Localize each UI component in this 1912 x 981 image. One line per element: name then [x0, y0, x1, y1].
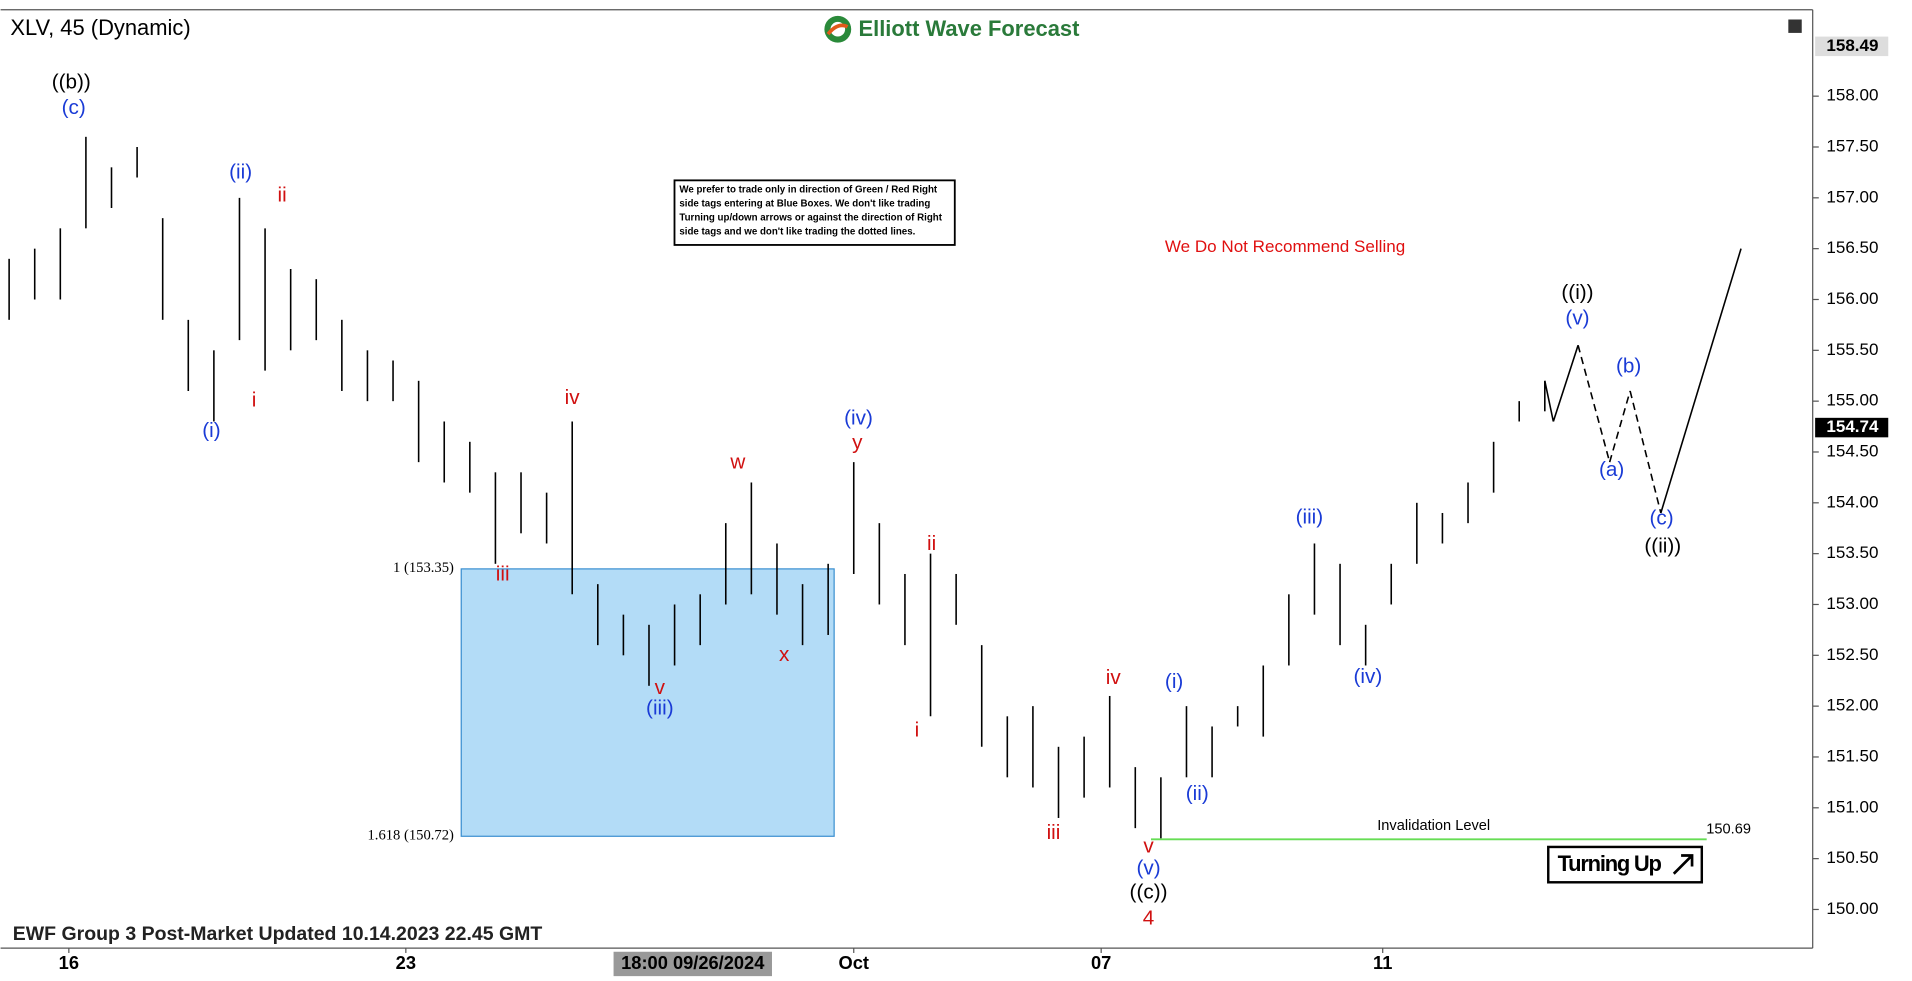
- wave-label: ii: [927, 532, 936, 555]
- note-line: side tags and we don't like trading the …: [679, 227, 915, 238]
- invalidation-value: 150.69: [1706, 821, 1751, 837]
- y-tick-label: 155.50: [1826, 340, 1878, 359]
- wave-label: ((b)): [52, 70, 91, 93]
- x-tick-label: 11: [1373, 952, 1392, 973]
- x-tick-label: 23: [396, 952, 416, 973]
- wave-label: (i): [1165, 670, 1183, 693]
- wave-label: (v): [1136, 856, 1160, 879]
- x-tick-label: Oct: [839, 952, 869, 973]
- footer: EWF Group 3 Post-Market Updated 10.14.20…: [13, 923, 543, 945]
- signal: Turning Up: [1558, 851, 1662, 876]
- wave-label: iv: [565, 386, 581, 409]
- plot: 1 (153.35) 1.618 (150.72) Invalidation Lev…: [8, 36, 1889, 973]
- wave-label: (c): [1650, 507, 1674, 530]
- signal-arrow: [1672, 854, 1694, 875]
- wave-label: i: [915, 719, 920, 742]
- logo-swoosh: [826, 23, 849, 36]
- invalidation-label: Invalidation Level: [1377, 818, 1490, 834]
- wave-label: i: [252, 388, 257, 411]
- wave-label: ii: [277, 184, 286, 207]
- wave-label: y: [852, 431, 863, 454]
- y-tick-label: 156.50: [1826, 238, 1878, 257]
- y-tick-label: 151.00: [1826, 797, 1878, 816]
- wave-label: (ii): [229, 161, 252, 184]
- projection-segment: [1544, 380, 1555, 422]
- projection-segment: [1577, 345, 1611, 463]
- y-tick-label: 153.00: [1826, 594, 1878, 613]
- y-tick-label: 157.00: [1826, 187, 1878, 206]
- wave-label: (a): [1599, 458, 1624, 481]
- wave-label: x: [779, 643, 790, 666]
- x-tick-label: 16: [59, 952, 79, 973]
- wave-label: (i): [202, 419, 220, 442]
- y-tick-label: 156.00: [1826, 289, 1878, 308]
- note-line: Turning up/down arrows or against the di…: [679, 213, 942, 224]
- wave-label: iv: [1106, 666, 1122, 689]
- wave-label: w: [729, 451, 745, 474]
- wave-label: iii: [1047, 821, 1061, 844]
- wave-label: v: [1143, 834, 1154, 857]
- wave-label: (c): [62, 96, 86, 119]
- wave-label: (iv): [844, 407, 873, 430]
- box-top-label: 1 (153.35): [393, 560, 454, 576]
- last_price-tag: [1815, 417, 1889, 438]
- wave-label: ((ii)): [1644, 535, 1681, 558]
- box-bottom-label: 1.618 (150.72): [367, 828, 454, 844]
- y-tick-label: 152.00: [1826, 696, 1878, 715]
- wave-label: ((c)): [1130, 881, 1168, 904]
- signal-box: [1547, 845, 1704, 884]
- y-tick-label: 154.00: [1826, 492, 1878, 511]
- note-box: [673, 179, 956, 246]
- chart-title: XLV, 45 (Dynamic): [10, 15, 190, 40]
- wave-label: (iii): [1296, 505, 1324, 528]
- y-tick-label: 152.50: [1826, 645, 1878, 664]
- projection-segment: [1608, 390, 1631, 463]
- crosshair-label: 18:00 09/26/2024: [621, 952, 765, 973]
- wave-label: (iii): [646, 697, 674, 720]
- y-tick-label: 157.50: [1826, 136, 1878, 155]
- y-tick-label: 151.50: [1826, 746, 1878, 765]
- y-tick-label: 153.50: [1826, 543, 1878, 562]
- y-tick-label: 158.00: [1826, 86, 1878, 105]
- note-line: We prefer to trade only in direction of …: [679, 185, 938, 196]
- projection-segment: [1629, 390, 1662, 514]
- top_price-label: 158.49: [1826, 36, 1878, 55]
- wave-label: 4: [1143, 906, 1155, 929]
- y-tick-label: 150.00: [1826, 899, 1878, 918]
- brand: Elliott Wave Forecast: [859, 16, 1081, 41]
- wave-label: v: [655, 676, 666, 699]
- note-text: We prefer to trade only in direction of …: [679, 185, 942, 238]
- crosshair-box: [613, 951, 772, 977]
- wave-label: (ii): [1186, 782, 1209, 805]
- wave-label: (v): [1565, 307, 1589, 330]
- blue-box: [460, 568, 835, 837]
- top_price-tag: [1815, 36, 1889, 57]
- wave-label: iii: [496, 563, 510, 586]
- annotation: We Do Not Recommend Selling: [1165, 237, 1405, 256]
- x-tick-label: 07: [1091, 952, 1111, 973]
- wave-label: (iv): [1354, 665, 1383, 688]
- note-line: side tags entering at Blue Boxes. We don…: [679, 199, 930, 210]
- window-icon: [1788, 19, 1802, 33]
- y-tick-label: 150.50: [1826, 848, 1878, 867]
- wave-label: (b): [1616, 354, 1641, 377]
- last_price-label: 154.74: [1826, 417, 1879, 436]
- y-tick-label: 154.50: [1826, 441, 1878, 460]
- wave-label: ((i)): [1561, 281, 1593, 304]
- projection-segment: [1552, 344, 1579, 422]
- y-tick-label: 155.00: [1826, 391, 1878, 410]
- projection-segment: [1660, 248, 1742, 514]
